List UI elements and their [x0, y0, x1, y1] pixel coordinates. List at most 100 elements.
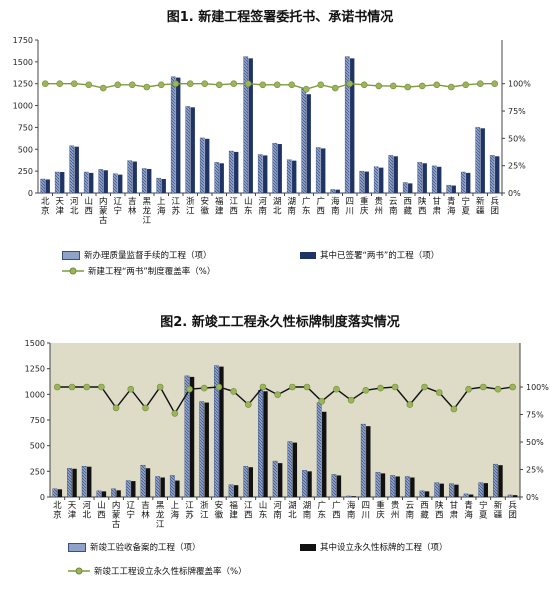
legend-line-swatch — [68, 567, 90, 575]
category-label: 江苏 — [171, 197, 180, 217]
coverage-marker — [317, 81, 325, 89]
bar-2-a — [493, 463, 498, 498]
bar-2-b — [468, 494, 474, 497]
bar-1-a — [417, 162, 423, 194]
bar-2-b — [160, 477, 165, 497]
category-label: 贵州 — [374, 196, 383, 217]
bar-2-b — [351, 496, 356, 497]
bar-2-b — [439, 483, 444, 497]
bar-2-b — [175, 480, 180, 497]
category-label: 北京 — [41, 197, 50, 217]
bar-1-b — [466, 172, 471, 193]
coverage-marker — [171, 410, 179, 417]
bar-1-a — [156, 177, 162, 194]
y2-tick-label: 0% — [526, 493, 539, 502]
coverage-marker — [127, 385, 135, 393]
bar-1-b — [205, 138, 210, 193]
bar-1-a — [373, 166, 379, 194]
coverage-marker — [331, 84, 339, 92]
bar-1-b — [393, 156, 398, 193]
category-label: 山东 — [244, 196, 253, 217]
category-label: 吉林 — [141, 501, 150, 521]
y2-tick-label: 50% — [508, 134, 526, 143]
y-tick-label: 1250 — [13, 80, 33, 89]
bar-1-a — [257, 154, 263, 194]
bar-2-b — [87, 466, 92, 497]
plot-area — [50, 343, 520, 497]
category-label: 海南 — [331, 196, 340, 217]
bar-1-a — [446, 184, 452, 194]
bar-2-a — [111, 488, 116, 498]
coverage-marker — [112, 404, 120, 412]
coverage-marker — [54, 383, 61, 391]
category-label: 内蒙古 — [99, 196, 108, 226]
coverage-marker — [186, 80, 194, 88]
bar-1-b — [306, 94, 311, 193]
category-label: 宁夏 — [461, 196, 470, 217]
bar-2-b — [131, 481, 136, 497]
chart-1-svg: 0 250 500 750 1000 1250 1500 1750 0% 25% 50% 75% 100… — [13, 36, 532, 226]
category-label: 重庆 — [376, 500, 385, 521]
bar-1-a — [402, 182, 408, 194]
category-label: 内蒙古 — [112, 500, 121, 530]
coverage-marker — [509, 383, 516, 391]
category-label: 吉林 — [128, 197, 137, 217]
chart-1-legend-item-3: 新建工程“两书”制度覆盖率（%） — [62, 265, 215, 277]
bar-1-b — [350, 58, 355, 193]
bar-1-a — [286, 159, 292, 194]
bar-1-a — [228, 150, 234, 194]
bar-2-b — [57, 489, 63, 497]
bar-2-b — [307, 471, 312, 497]
bar-2-a — [316, 402, 322, 498]
bar-1-b — [495, 156, 500, 193]
coverage-marker — [259, 81, 267, 89]
coverage-marker — [200, 384, 208, 392]
category-label: 天津 — [68, 501, 77, 521]
bar-1-b — [60, 172, 65, 193]
chart-2-legend-item-3: 新竣工工程设立永久性标牌覆盖率（%） — [68, 565, 247, 577]
bar-2-a — [419, 490, 425, 498]
coverage-marker — [186, 385, 193, 393]
y-tick-label: 750 — [30, 416, 45, 425]
chart-1-legend-label-3: 新建工程“两书”制度覆盖率（%） — [88, 267, 216, 277]
category-label: 河北 — [70, 196, 79, 217]
coverage-marker — [230, 80, 238, 88]
bar-2-a — [463, 493, 469, 498]
bar-2-a — [449, 483, 454, 498]
bar-1-a — [185, 106, 191, 194]
y2-tick-label: 100% — [508, 80, 531, 89]
bar-1-b — [103, 170, 108, 193]
bar-1-b — [161, 179, 166, 193]
bar-2-a — [272, 460, 278, 498]
y2-tick-label: 75% — [508, 107, 526, 116]
category-label: 北京 — [53, 501, 62, 521]
bar-2-a — [258, 390, 263, 498]
bar-2-a — [331, 474, 337, 498]
y2-tick-label: 0% — [508, 189, 521, 198]
category-label: 广西 — [332, 500, 341, 521]
bar-1-b — [292, 160, 297, 193]
category-label: 贵州 — [391, 500, 400, 521]
chart-1: 图1. 新建工程签署委托书、承诺书情况 0 250 500 750 1000 1250 15… — [0, 0, 560, 290]
bar-2-a — [434, 482, 440, 498]
bar-2-a — [199, 401, 205, 498]
y2-tick-label: 50% — [526, 438, 544, 447]
category-label: 黑龙江 — [156, 501, 165, 530]
chart-2-legend-item-2: 其中设立永久性标牌的工程（项） — [300, 541, 448, 553]
bar-2-b — [395, 476, 400, 497]
coverage-marker — [128, 81, 136, 89]
bar-1-a — [243, 56, 249, 194]
coverage-line — [45, 83, 495, 90]
bar-1-b — [422, 163, 427, 193]
category-label: 河北 — [82, 500, 91, 521]
y2-tick-label: 25% — [526, 466, 544, 475]
category-label: 湖北 — [288, 501, 297, 521]
y-tick-label: 1750 — [13, 36, 33, 45]
coverage-marker — [302, 85, 310, 93]
y-tick-label: 250 — [30, 467, 45, 476]
category-label: 海南 — [347, 500, 356, 521]
category-label: 陕西 — [418, 196, 427, 217]
category-label: 广东 — [302, 196, 311, 217]
category-label: 辽宁 — [113, 197, 122, 217]
coverage-marker — [201, 80, 209, 88]
